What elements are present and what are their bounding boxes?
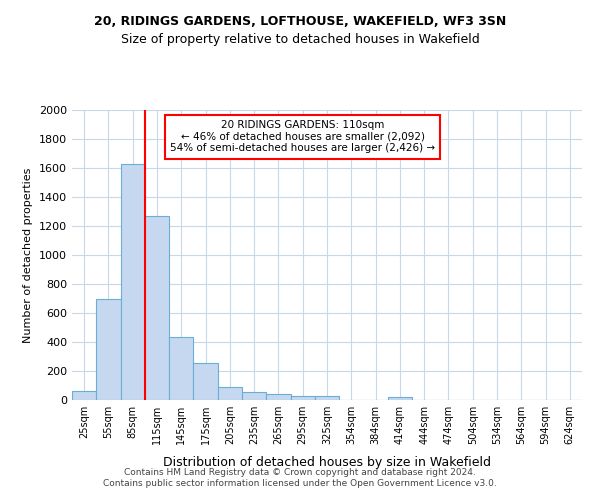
Bar: [169, 337, 193, 400]
Bar: [266, 394, 290, 400]
Bar: [242, 392, 266, 400]
Bar: [96, 299, 121, 400]
Bar: [388, 397, 412, 400]
Text: 20 RIDINGS GARDENS: 110sqm
← 46% of detached houses are smaller (2,092)
54% of s: 20 RIDINGS GARDENS: 110sqm ← 46% of deta…: [170, 120, 435, 154]
Bar: [121, 164, 145, 400]
Bar: [193, 363, 218, 400]
Text: 20, RIDINGS GARDENS, LOFTHOUSE, WAKEFIELD, WF3 3SN: 20, RIDINGS GARDENS, LOFTHOUSE, WAKEFIEL…: [94, 15, 506, 28]
Bar: [145, 216, 169, 400]
Bar: [315, 396, 339, 400]
Bar: [72, 390, 96, 400]
Text: Distribution of detached houses by size in Wakefield: Distribution of detached houses by size …: [163, 456, 491, 469]
Y-axis label: Number of detached properties: Number of detached properties: [23, 168, 34, 342]
Bar: [290, 396, 315, 400]
Text: Contains HM Land Registry data © Crown copyright and database right 2024.
Contai: Contains HM Land Registry data © Crown c…: [103, 468, 497, 487]
Text: Size of property relative to detached houses in Wakefield: Size of property relative to detached ho…: [121, 32, 479, 46]
Bar: [218, 387, 242, 400]
